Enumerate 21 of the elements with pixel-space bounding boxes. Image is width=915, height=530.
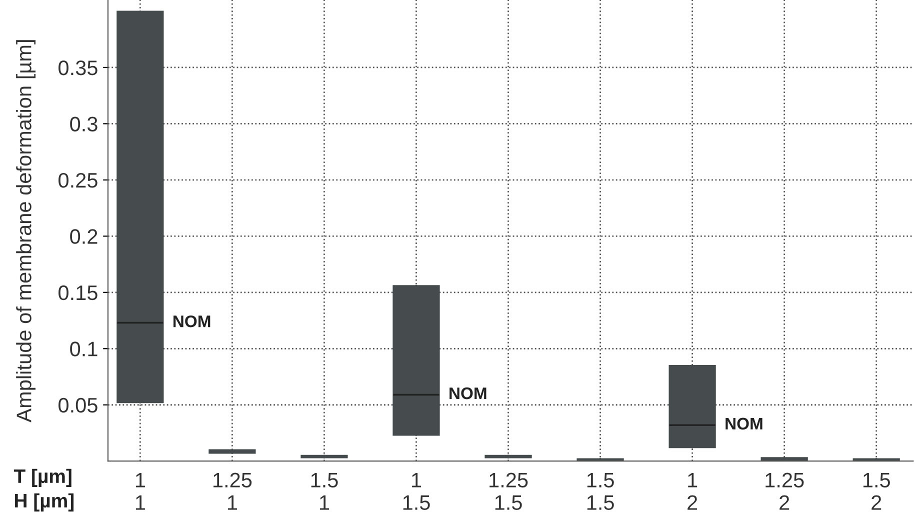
x-tick-label: 1.25 2	[766, 472, 804, 510]
annotation: NOM	[450, 387, 486, 400]
y-tick-label: 0.2	[70, 229, 98, 244]
y-axis-title: Amplitude of membrane deformation [µm]	[16, 40, 36, 422]
x-tick-label: 1.25 1	[214, 472, 252, 510]
y-tick-label: 0.3	[70, 116, 98, 132]
x-axis-title: T [µm] H [µm]	[14, 468, 74, 512]
y-tick-label: 0.1	[70, 342, 98, 356]
x-tick-label: 1 1	[136, 472, 145, 510]
y-tick-label: 0.05	[58, 398, 98, 413]
x-tick-label: 1.25 1.5	[490, 472, 528, 510]
annotation: NOM	[726, 418, 762, 430]
x-tick-label: 1 1.5	[403, 472, 430, 510]
y-tick-label: 0.25	[58, 172, 98, 188]
x-tick-label: 1.5 1.5	[587, 472, 614, 510]
x-tick-label: 1 2	[688, 472, 698, 510]
y-tick-label: 0.35	[58, 60, 98, 76]
x-tick-label: 1.5 2	[863, 472, 890, 510]
annotation: NOM	[174, 315, 210, 328]
y-tick-label: 0.15	[58, 285, 98, 300]
x-tick-label: 1.5 1	[311, 472, 338, 510]
